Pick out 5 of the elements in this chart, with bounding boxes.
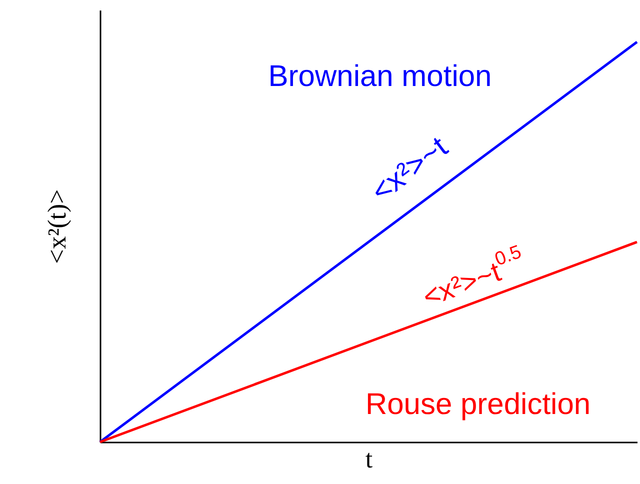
annotation: Brownian motion [268, 60, 492, 93]
annotation: <x²>~t0.5 [418, 242, 524, 313]
x-axis-title: t [365, 444, 374, 474]
annotation: Rouse prediction [365, 388, 591, 421]
y-axis-title: <x²(t)> [42, 189, 72, 264]
